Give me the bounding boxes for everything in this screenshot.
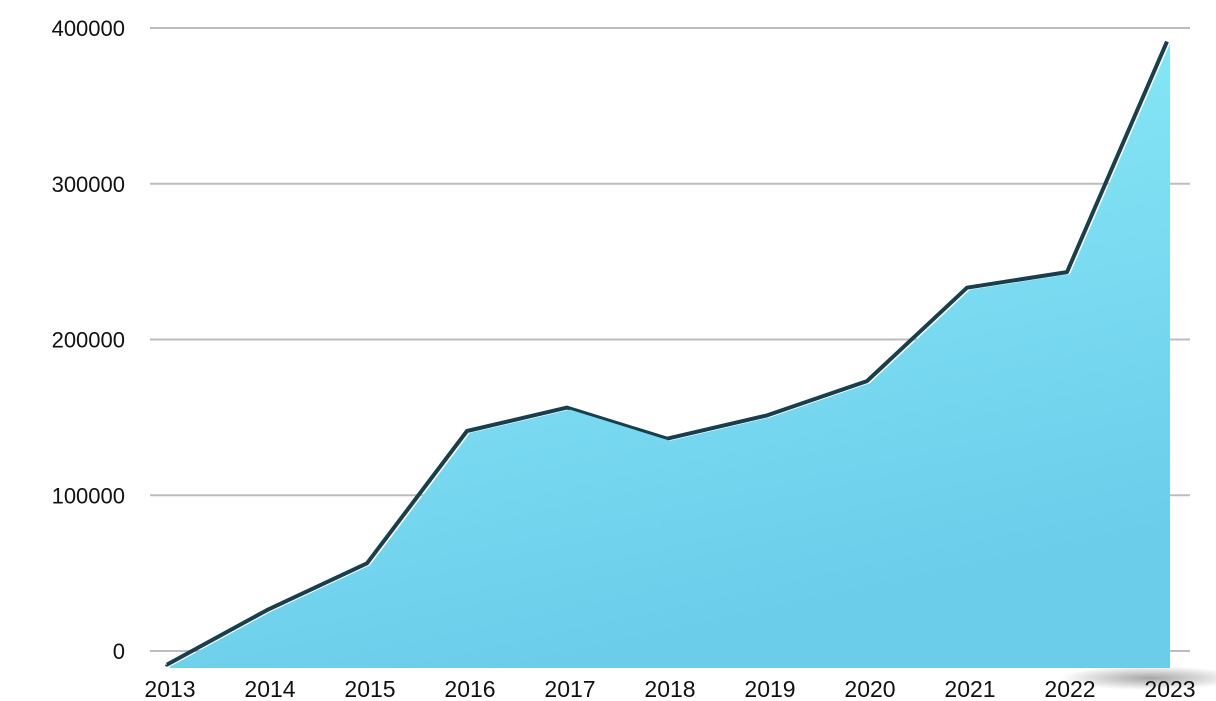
x-tick-label: 2015	[344, 676, 395, 701]
data-point-2016	[469, 431, 472, 434]
data-point-2017	[569, 408, 572, 411]
y-tick-label: 300000	[52, 172, 125, 197]
data-point-2018	[669, 439, 672, 442]
y-tick-label: 100000	[52, 483, 125, 508]
x-tick-label: 2014	[244, 676, 295, 701]
data-point-2019	[769, 416, 772, 419]
x-tick-label: 2017	[544, 676, 595, 701]
data-point-2021	[969, 288, 972, 291]
data-point-2013	[169, 665, 172, 668]
y-axis-ticks: 0 100000 200000 300000 400000	[52, 16, 125, 664]
data-point-2015	[369, 564, 372, 567]
series-area	[165, 40, 1172, 669]
x-tick-label: 2019	[744, 676, 795, 701]
data-point-2022	[1069, 273, 1072, 276]
data-point-2020	[869, 382, 872, 385]
x-tick-label: 2018	[644, 676, 695, 701]
x-tick-label: 2023	[1144, 676, 1195, 701]
x-tick-label: 2016	[444, 676, 495, 701]
y-tick-label: 400000	[52, 16, 125, 41]
x-tick-label: 2020	[844, 676, 895, 701]
x-tick-label: 2013	[144, 676, 195, 701]
y-tick-label: 200000	[52, 328, 125, 353]
x-axis-ticks: 2013 2014 2015 2016 2017 2018 2019 2020 2021 2022…	[144, 676, 1195, 701]
series-edge	[165, 40, 1169, 667]
data-point-2014	[269, 611, 272, 614]
data-point-2023	[1169, 42, 1172, 45]
floor-shadow	[1060, 666, 1216, 690]
y-tick-label: 0	[113, 639, 125, 664]
area-shadow	[1060, 666, 1216, 690]
x-tick-label: 2022	[1044, 676, 1095, 701]
series-area-fill	[170, 43, 1170, 669]
x-tick-label: 2021	[944, 676, 995, 701]
